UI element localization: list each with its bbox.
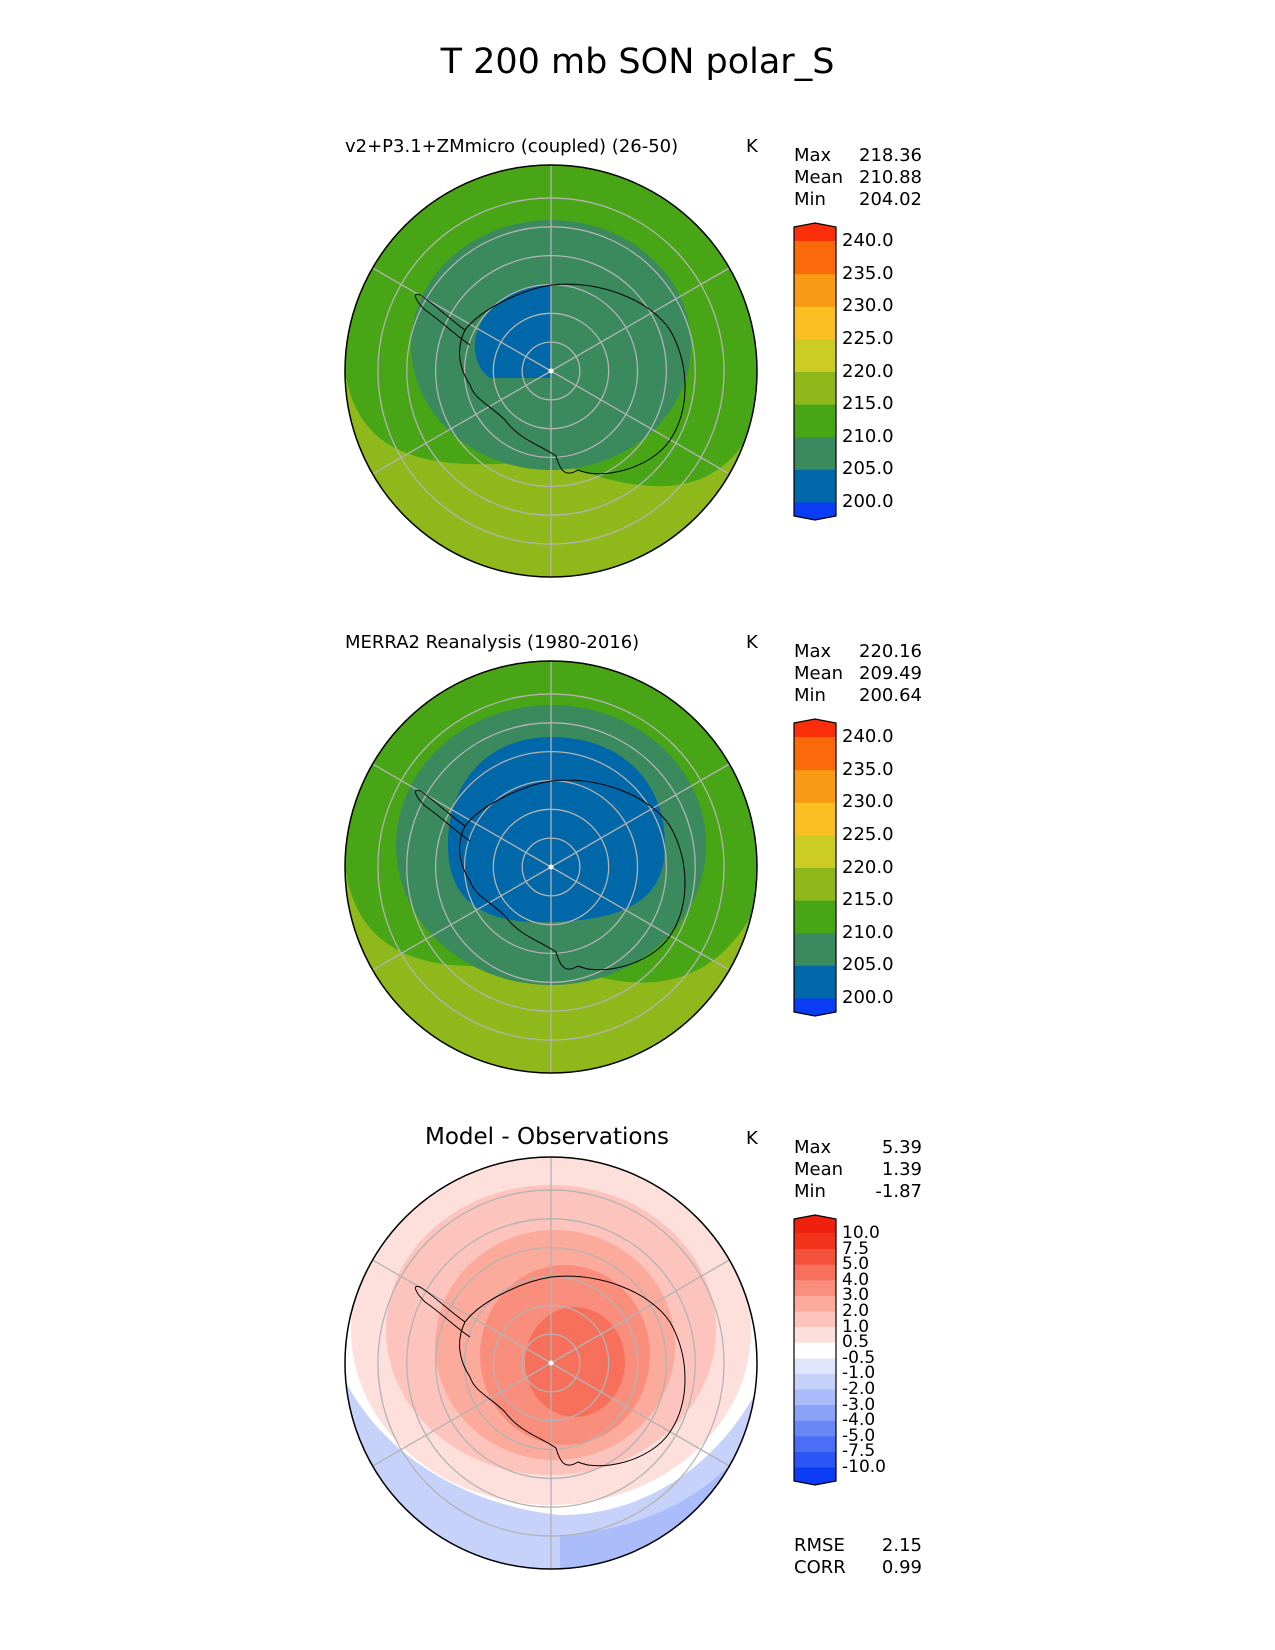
colorbar-swatch bbox=[794, 1358, 836, 1374]
pole-marker bbox=[549, 865, 554, 870]
stat-min: 200.64 bbox=[859, 685, 922, 707]
stat-label: Min bbox=[794, 1181, 826, 1203]
colorbar-tick-label: 205.0 bbox=[842, 460, 894, 478]
stat-label: Min bbox=[794, 685, 826, 707]
colorbar-tick-label: 215.0 bbox=[842, 395, 894, 413]
stat-mean: 210.88 bbox=[859, 167, 922, 189]
figure-title: T 200 mb SON polar_S bbox=[0, 42, 1275, 82]
stat-label: Max bbox=[794, 1137, 831, 1159]
colorbar-model bbox=[794, 223, 836, 520]
stat-mean: 1.39 bbox=[882, 1159, 922, 1181]
stat-label: Max bbox=[794, 641, 831, 663]
stat-max: 220.16 bbox=[859, 641, 922, 663]
colorbar-tick-label: 235.0 bbox=[842, 761, 894, 779]
stat-label: Max bbox=[794, 145, 831, 167]
stat-label: Mean bbox=[794, 1159, 843, 1181]
units-label: K bbox=[746, 632, 758, 653]
stat-label: Mean bbox=[794, 663, 843, 685]
colorbar-tick-label: 200.0 bbox=[842, 989, 894, 1007]
colorbar-swatch bbox=[794, 1405, 836, 1421]
colorbar-obs bbox=[794, 719, 836, 1016]
colorbar-tick-label: 220.0 bbox=[842, 859, 894, 877]
colorbar-tick-label: 200.0 bbox=[842, 493, 894, 511]
units-label: K bbox=[746, 1128, 758, 1149]
colorbar-tick-label: 215.0 bbox=[842, 891, 894, 909]
colorbar-swatch bbox=[794, 900, 836, 933]
stat-min: 204.02 bbox=[859, 189, 922, 211]
colorbar-tick-label: 225.0 bbox=[842, 330, 894, 348]
figure-canvas bbox=[0, 0, 1275, 1650]
metric-rmse: 2.15 bbox=[882, 1535, 922, 1557]
stat-min: -1.87 bbox=[875, 1181, 922, 1203]
colorbar-swatch bbox=[794, 1264, 836, 1280]
colorbar-tick-label: -10.0 bbox=[842, 1458, 886, 1476]
colorbar-swatch bbox=[794, 1249, 836, 1265]
colorbar-tick-label: 205.0 bbox=[842, 956, 894, 974]
colorbar-tick-label: 240.0 bbox=[842, 232, 894, 250]
stats-obs: Max 220.16 Mean 209.49 Min 200.64 bbox=[794, 641, 922, 707]
colorbar-swatch bbox=[794, 1233, 836, 1249]
stats-diff: Max 5.39 Mean 1.39 Min -1.87 bbox=[794, 1137, 922, 1203]
stat-max: 5.39 bbox=[882, 1137, 922, 1159]
metric-label: CORR bbox=[794, 1557, 846, 1579]
panel-title-obs: MERRA2 Reanalysis (1980-2016) bbox=[345, 632, 639, 653]
colorbar-diff bbox=[794, 1215, 836, 1485]
colorbar-swatch bbox=[794, 933, 836, 966]
stat-mean: 209.49 bbox=[859, 663, 922, 685]
colorbar-tick-label: 220.0 bbox=[842, 363, 894, 381]
colorbar-swatch bbox=[794, 469, 836, 502]
colorbar-swatch bbox=[794, 1280, 836, 1296]
field-region-4-5 bbox=[525, 1307, 625, 1417]
colorbar-tick-label: 210.0 bbox=[842, 924, 894, 942]
colorbar-swatch bbox=[794, 404, 836, 437]
pole-marker bbox=[549, 369, 554, 374]
colorbar-swatch bbox=[794, 1420, 836, 1436]
metrics-diff: RMSE 2.15 CORR 0.99 bbox=[794, 1535, 922, 1579]
colorbar-swatch bbox=[794, 802, 836, 835]
colorbar-swatch bbox=[794, 437, 836, 470]
units-label: K bbox=[746, 136, 758, 157]
colorbar-swatch bbox=[794, 1389, 836, 1405]
colorbar-swatch bbox=[794, 1342, 836, 1358]
stats-model: Max 218.36 Mean 210.88 Min 204.02 bbox=[794, 145, 922, 211]
colorbar-swatch bbox=[794, 770, 836, 803]
colorbar-swatch bbox=[794, 306, 836, 339]
colorbar-tick-label: 235.0 bbox=[842, 265, 894, 283]
colorbar-tick-label: 230.0 bbox=[842, 297, 894, 315]
colorbar-swatch bbox=[794, 372, 836, 405]
colorbar-tick-label: 225.0 bbox=[842, 826, 894, 844]
colorbar-swatch bbox=[794, 737, 836, 770]
colorbar-tick-label: 230.0 bbox=[842, 793, 894, 811]
stat-max: 218.36 bbox=[859, 145, 922, 167]
colorbar-swatch bbox=[794, 1311, 836, 1327]
metric-label: RMSE bbox=[794, 1535, 845, 1557]
colorbar-swatch bbox=[794, 241, 836, 274]
colorbar-tick-label: 210.0 bbox=[842, 428, 894, 446]
colorbar-swatch bbox=[794, 339, 836, 372]
field-region-225-230 bbox=[720, 990, 757, 1070]
pole-marker bbox=[549, 1361, 554, 1366]
stat-label: Min bbox=[794, 189, 826, 211]
colorbar-swatch bbox=[794, 965, 836, 998]
colorbar-swatch bbox=[794, 274, 836, 307]
colorbar-swatch bbox=[794, 1436, 836, 1452]
colorbar-swatch bbox=[794, 1327, 836, 1343]
stat-label: Mean bbox=[794, 167, 843, 189]
metric-corr: 0.99 bbox=[882, 1557, 922, 1579]
colorbar-swatch bbox=[794, 1451, 836, 1467]
colorbar-swatch bbox=[794, 868, 836, 901]
colorbar-tick-label: 240.0 bbox=[842, 728, 894, 746]
panel-title-model: v2+P3.1+ZMmicro (coupled) (26-50) bbox=[345, 136, 678, 157]
panel-title-diff: Model - Observations bbox=[425, 1124, 669, 1150]
colorbar-swatch bbox=[794, 835, 836, 868]
colorbar-swatch bbox=[794, 1295, 836, 1311]
colorbar-swatch bbox=[794, 1373, 836, 1389]
